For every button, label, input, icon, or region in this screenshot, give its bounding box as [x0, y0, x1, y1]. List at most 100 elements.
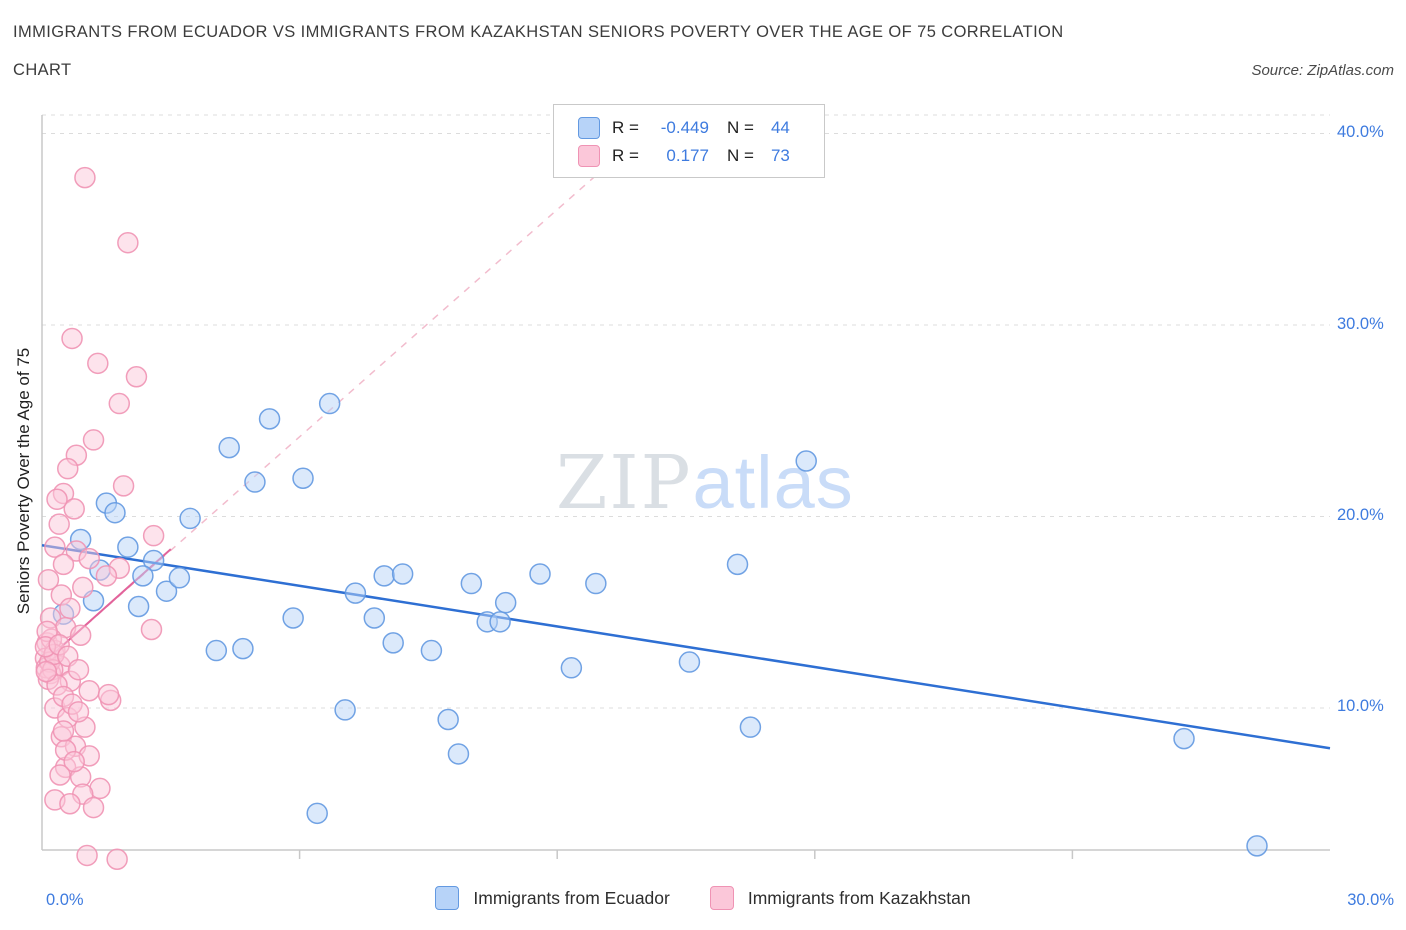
data-point: [460, 572, 483, 595]
r-label: R =: [612, 118, 639, 137]
data-point: [48, 513, 70, 535]
r-label: R =: [612, 146, 639, 165]
data-point: [447, 743, 470, 765]
data-point: [1173, 727, 1195, 750]
data-point: [244, 471, 266, 493]
data-point: [63, 750, 85, 773]
data-point: [97, 683, 120, 706]
x-axis-tick-max: 30.0%: [1347, 891, 1394, 909]
legend-label-ecuador: Immigrants from Ecuador: [473, 887, 670, 908]
y-axis-tick-30: 30.0%: [1337, 315, 1384, 333]
data-point: [292, 467, 314, 489]
data-point: [95, 565, 118, 587]
x-axis-tick-min: 0.0%: [46, 891, 84, 909]
data-point: [560, 657, 583, 679]
n-label: N =: [726, 146, 754, 165]
data-point: [76, 844, 98, 867]
data-point: [67, 658, 90, 681]
data-point: [739, 716, 762, 738]
ecuador-trend: [41, 544, 1331, 750]
data-point: [205, 639, 228, 662]
data-point: [57, 457, 79, 480]
zipatlas-watermark: ZIPatlas: [556, 446, 854, 521]
data-point: [74, 166, 96, 189]
data-point: [420, 639, 443, 662]
watermark-atlas: atlas: [692, 441, 854, 524]
data-point: [61, 327, 83, 350]
data-point: [117, 536, 139, 558]
data-point: [232, 637, 254, 660]
data-point: [179, 507, 201, 530]
data-point: [106, 848, 128, 871]
data-point: [82, 796, 105, 819]
correlation-legend-box: R = -0.449 N = 44 R = 0.177 N = 73: [553, 104, 825, 178]
data-point: [142, 549, 165, 572]
data-point: [795, 450, 817, 472]
data-point: [494, 591, 517, 614]
data-point: [52, 720, 75, 742]
data-point: [46, 488, 68, 511]
data-point: [168, 567, 191, 589]
series-legend: Immigrants from Ecuador Immigrants from …: [0, 886, 1406, 910]
data-point: [82, 429, 105, 451]
axes: [41, 115, 1330, 859]
data-point: [373, 565, 395, 587]
data-point: [72, 576, 94, 599]
data-point: [437, 708, 459, 731]
data-point: [140, 618, 163, 641]
y-axis-title: Seniors Poverty Over the Age of 75: [14, 347, 33, 615]
data-point: [218, 436, 240, 459]
data-point: [318, 392, 341, 415]
kazakhstan-points: [34, 166, 165, 871]
data-point: [49, 764, 71, 786]
legend-row-kazakhstan: R = 0.177 N = 73: [554, 142, 824, 170]
data-point: [37, 568, 60, 591]
data-point: [125, 365, 148, 388]
data-point: [59, 792, 81, 815]
data-point: [489, 611, 511, 633]
data-point: [382, 632, 404, 654]
gridlines: [42, 114, 1330, 709]
page-title-line2: CHART: [13, 61, 72, 79]
data-point: [132, 565, 154, 587]
ecuador-swatch-icon: [578, 117, 600, 139]
data-point: [726, 553, 749, 576]
data-point: [678, 651, 701, 673]
data-point: [529, 563, 551, 585]
legend-label-kazakhstan: Immigrants from Kazakhstan: [747, 887, 971, 908]
watermark-zip: ZIP: [556, 440, 693, 526]
data-point: [87, 352, 109, 375]
data-point: [104, 501, 126, 524]
ecuador-points: [52, 392, 1268, 857]
source-attribution: Source: ZipAtlas.com: [1251, 62, 1394, 79]
data-point: [63, 498, 85, 520]
kazakhstan-swatch-icon: [709, 886, 734, 910]
data-point: [35, 660, 58, 683]
data-point: [282, 607, 304, 629]
ecuador-swatch-icon: [435, 886, 460, 910]
data-point: [1246, 835, 1268, 857]
data-point: [155, 580, 178, 602]
data-point: [391, 563, 414, 585]
data-point: [59, 597, 81, 620]
data-point: [585, 572, 607, 595]
n-value-ecuador: 44: [770, 118, 790, 137]
legend-item-ecuador: Immigrants from Ecuador: [435, 886, 670, 910]
data-point: [344, 582, 367, 604]
data-point: [108, 392, 131, 415]
data-point: [52, 553, 75, 576]
n-label: N =: [726, 118, 754, 137]
y-axis-tick-40: 40.0%: [1337, 123, 1384, 141]
y-axis-tick-10: 10.0%: [1337, 697, 1384, 715]
data-point: [69, 624, 92, 646]
data-point: [363, 607, 386, 629]
data-point: [78, 680, 100, 702]
data-point: [334, 699, 356, 721]
data-point: [44, 536, 66, 558]
r-value-kazakhstan: 0.177: [666, 146, 709, 165]
data-point: [142, 524, 165, 547]
data-point: [112, 475, 135, 497]
y-axis-tick-20: 20.0%: [1337, 506, 1384, 524]
